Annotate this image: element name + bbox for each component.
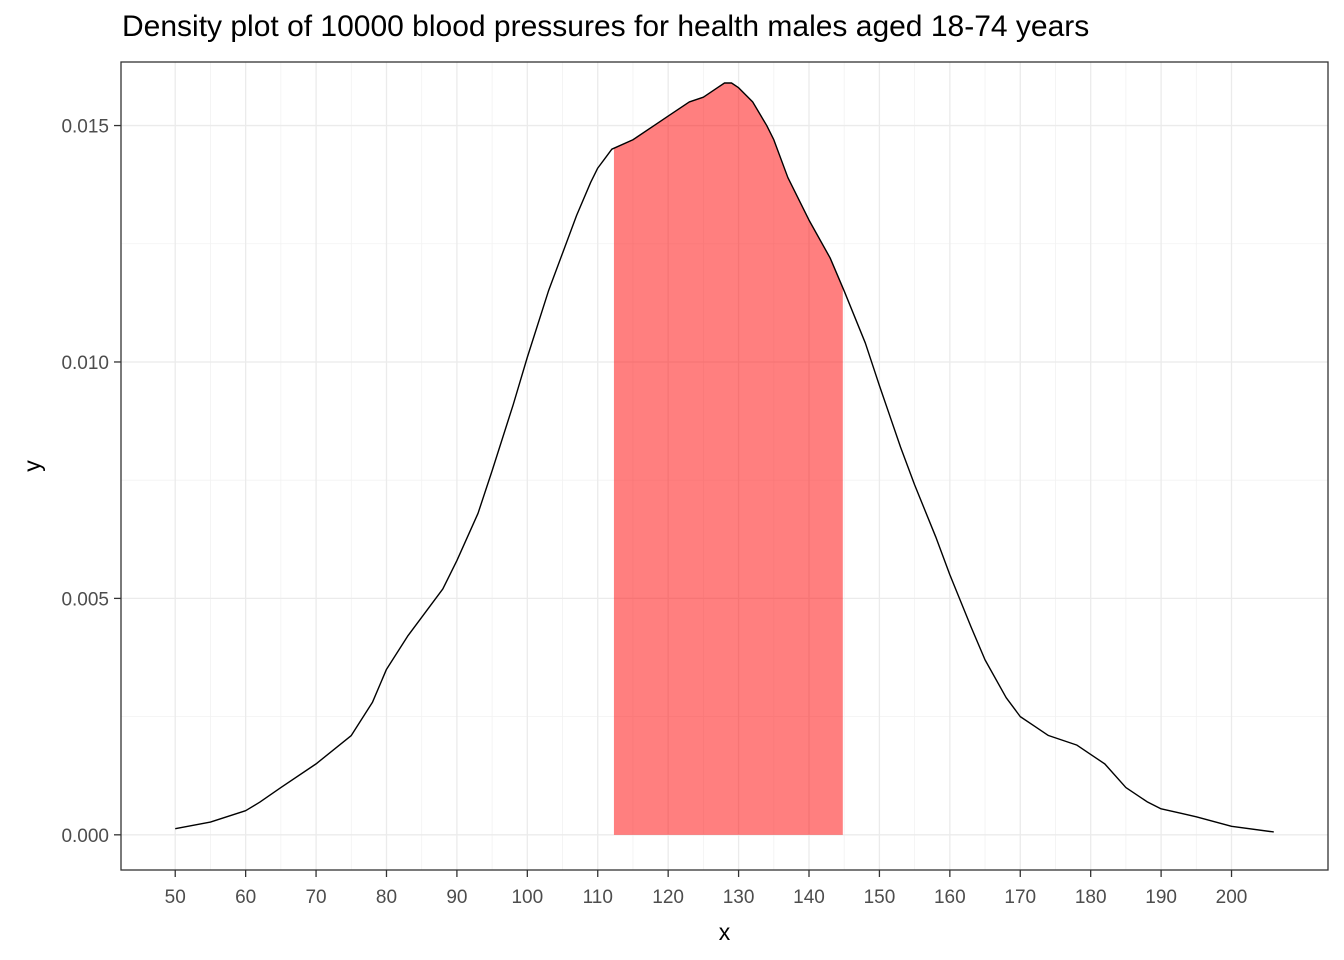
plot-panel-border (120, 61, 1329, 871)
x-tick-label: 120 (652, 887, 684, 908)
y-tick-label: 0.005 (61, 589, 109, 610)
x-tick-label: 200 (1216, 887, 1248, 908)
y-tick-label: 0.015 (61, 117, 109, 138)
x-axis-title: x (719, 919, 731, 945)
x-axis: 50 60 70 80 90 100 110 120 130 140 150 160 170 180 190… (165, 870, 1248, 908)
x-tick-label: 190 (1145, 887, 1177, 908)
x-tick-label: 110 (583, 887, 613, 908)
x-tick-label: 50 (165, 887, 186, 908)
y-axis-title: y (19, 460, 45, 472)
x-tick-label: 90 (446, 887, 467, 908)
density-curve (175, 82, 1274, 833)
x-tick-label: 70 (305, 887, 326, 908)
x-tick-label: 170 (1004, 887, 1036, 908)
x-tick-label: 180 (1075, 887, 1107, 908)
y-tick-label: 0.010 (61, 353, 109, 374)
shaded-area (613, 82, 843, 835)
x-tick-label: 130 (723, 887, 755, 908)
chart-title: Density plot of 10000 blood pressures fo… (122, 10, 1090, 43)
x-tick-label: 150 (864, 887, 896, 908)
x-tick-label: 140 (793, 887, 825, 908)
x-tick-label: 160 (934, 887, 966, 908)
x-tick-label: 80 (376, 887, 397, 908)
y-axis: 0.000 0.005 0.010 0.015 (61, 117, 121, 847)
x-tick-label: 60 (235, 887, 256, 908)
y-tick-label: 0.000 (61, 826, 109, 847)
x-tick-label: 100 (511, 887, 543, 908)
